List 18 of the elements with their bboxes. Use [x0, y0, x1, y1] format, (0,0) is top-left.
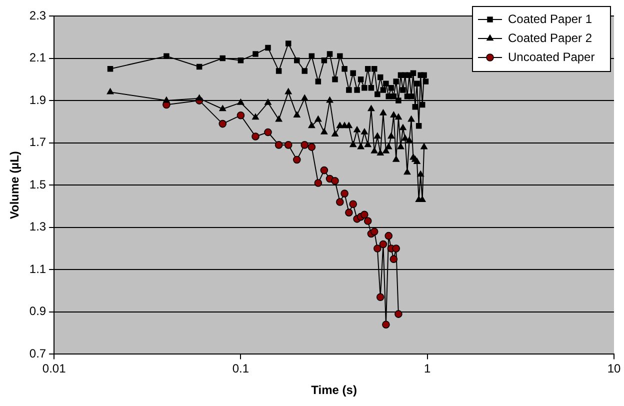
legend-label: Coated Paper 2 [508, 30, 592, 45]
x-tick-label: 0.01 [42, 362, 66, 376]
y-tick-label: 1.1 [29, 262, 46, 276]
x-tick-label: 10 [607, 362, 621, 376]
y-tick-label: 0.9 [29, 304, 46, 318]
y-tick-label: 1.9 [29, 92, 46, 107]
y-tick-label: 2.3 [29, 8, 46, 22]
legend-label: Coated Paper 1 [508, 12, 592, 26]
y-axis-title: Volume (µL) [8, 151, 22, 220]
y-tick-label: 1.3 [29, 220, 46, 234]
y-tick-label: 0.7 [29, 346, 46, 361]
x-tick-label: 1 [424, 362, 432, 376]
y-tick-label: 1.7 [29, 135, 46, 150]
y-tick-label: 2.1 [29, 50, 46, 65]
y-tick-label: 1.5 [29, 177, 46, 192]
x-tick-label: 0.1 [232, 362, 250, 376]
x-axis-title: Time (s) [311, 383, 357, 398]
legend-label: Uncoated Paper [508, 50, 595, 64]
